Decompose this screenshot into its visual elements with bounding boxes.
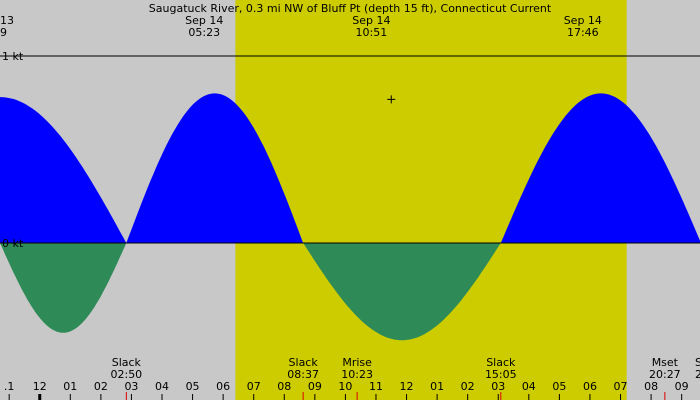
peak-time-label: 05:23 <box>188 26 220 39</box>
hour-tick-label: 12 <box>33 380 47 393</box>
chart-title: Saugatuck River, 0.3 mi NW of Bluff Pt (… <box>149 2 552 15</box>
current-curve <box>0 93 700 341</box>
hour-tick-label: 10 <box>338 380 352 393</box>
hour-tick-label: 07 <box>247 380 261 393</box>
flood-lobe <box>126 93 304 244</box>
hour-tick-label: 08 <box>644 380 658 393</box>
hour-tick-label: 09 <box>308 380 322 393</box>
hour-tick-label: 12 <box>400 380 414 393</box>
flood-lobe <box>500 93 700 243</box>
hour-tick-label: 08 <box>277 380 291 393</box>
hour-tick-label: 04 <box>155 380 169 393</box>
event-label: Slack <box>486 356 516 369</box>
event-label: Mrise <box>342 356 372 369</box>
hour-tick-label: 01 <box>63 380 77 393</box>
hour-tick-label: 01 <box>430 380 444 393</box>
hour-tick-label: 11 <box>369 380 383 393</box>
hour-axis: .1 12 01 02 03 04 05 06 07 08 09 10 11 12 01 02 03 04 05 06… <box>4 380 689 400</box>
peak-date-label: Sep 14 <box>352 14 390 27</box>
event-time-label: 20:27 <box>649 368 681 381</box>
event-time-label: 08:37 <box>287 368 319 381</box>
hour-tick-label: 04 <box>522 380 536 393</box>
peak-time-label: 17:46 <box>567 26 599 39</box>
y-tick-label: 0 kt <box>2 237 24 250</box>
peak-date-label: Sep 14 <box>564 14 602 27</box>
peak-time-label: 9 <box>0 26 7 39</box>
y-tick-label: 1 kt <box>2 50 24 63</box>
event-time-label: 15:05 <box>485 368 517 381</box>
hour-tick-label: 02 <box>94 380 108 393</box>
event-labels: Slack02:50Slack08:37Mrise10:23Slack15:05… <box>110 356 700 400</box>
hour-tick-label: 06 <box>216 380 230 393</box>
cursor-crosshair <box>387 95 396 104</box>
ebb-lobe <box>0 243 127 333</box>
hour-tick-label: 06 <box>583 380 597 393</box>
event-time-label: 21:1 <box>695 368 700 381</box>
hour-tick-label: 05 <box>186 380 200 393</box>
peak-date-label: Sep 14 <box>185 14 223 27</box>
hour-tick-label: 07 <box>614 380 628 393</box>
peak-date-label: 13 <box>0 14 14 27</box>
flood-lobe <box>0 97 127 243</box>
event-label: Slack <box>289 356 319 369</box>
event-time-label: 02:50 <box>110 368 142 381</box>
hour-tick-label: 03 <box>124 380 138 393</box>
event-label: Slac <box>695 356 700 369</box>
hour-tick-label: 09 <box>675 380 689 393</box>
axes: 1 kt 0 kt <box>0 50 700 250</box>
event-time-label: 10:23 <box>341 368 373 381</box>
hour-tick-label: 03 <box>491 380 505 393</box>
event-label: Slack <box>112 356 142 369</box>
hour-tick-label: .1 <box>4 380 15 393</box>
hour-tick-label: 05 <box>552 380 566 393</box>
hour-tick-label: 02 <box>461 380 475 393</box>
peak-time-label: 10:51 <box>356 26 388 39</box>
event-label: Mset <box>652 356 679 369</box>
ebb-lobe <box>303 243 501 341</box>
